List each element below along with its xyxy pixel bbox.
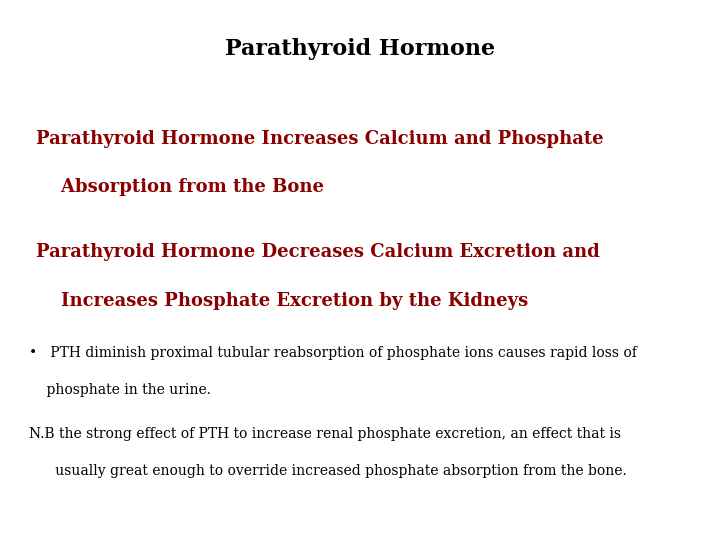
Text: Increases Phosphate Excretion by the Kidneys: Increases Phosphate Excretion by the Kid…	[36, 292, 528, 309]
Text: Parathyroid Hormone Decreases Calcium Excretion and: Parathyroid Hormone Decreases Calcium Ex…	[36, 243, 600, 261]
Text: phosphate in the urine.: phosphate in the urine.	[29, 383, 211, 397]
Text: usually great enough to override increased phosphate absorption from the bone.: usually great enough to override increas…	[29, 464, 626, 478]
Text: •   PTH diminish proximal tubular reabsorption of phosphate ions causes rapid lo: • PTH diminish proximal tubular reabsorp…	[29, 346, 636, 360]
Text: Parathyroid Hormone Increases Calcium and Phosphate: Parathyroid Hormone Increases Calcium an…	[36, 130, 603, 147]
Text: Absorption from the Bone: Absorption from the Bone	[36, 178, 324, 196]
Text: N.B the strong effect of PTH to increase renal phosphate excretion, an effect th: N.B the strong effect of PTH to increase…	[29, 427, 621, 441]
Text: Parathyroid Hormone: Parathyroid Hormone	[225, 38, 495, 60]
